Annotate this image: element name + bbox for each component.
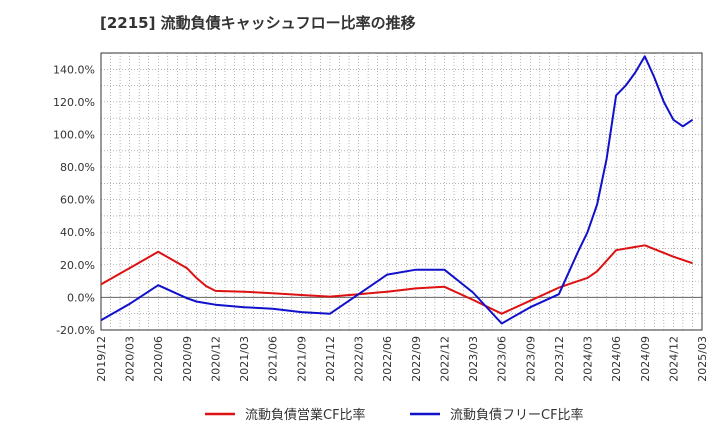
x-tick-label: 2024/12: [667, 336, 680, 382]
x-tick-label: 2022/06: [381, 336, 394, 382]
y-tick-label: 20.0%: [60, 259, 95, 272]
y-tick-label: 80.0%: [60, 161, 95, 174]
x-tick-label: 2024/06: [610, 336, 623, 382]
chart-title: [2215] 流動負債キャッシュフロー比率の推移: [100, 14, 416, 32]
y-tick-label: 140.0%: [53, 63, 95, 76]
series-line-1: [100, 244, 693, 315]
y-tick-label: 40.0%: [60, 226, 95, 239]
x-tick-label: 2021/03: [238, 336, 251, 382]
y-tick-label: 100.0%: [53, 128, 95, 141]
series-layer: [100, 55, 694, 325]
legend: 流動負債営業CF比率 流動負債フリーCF比率: [205, 407, 584, 423]
x-axis: 2019/12 2020/03 2020/06 2020/09 2020/12 2021/…: [95, 336, 709, 382]
series-line-2: [100, 55, 694, 325]
y-tick-label: 0.0%: [67, 291, 95, 304]
legend-label-2: 流動負債フリーCF比率: [450, 407, 584, 423]
x-tick-label: 2020/03: [124, 336, 137, 382]
x-tick-label: 2021/09: [295, 336, 308, 382]
x-tick-label: 2021/12: [324, 336, 337, 382]
y-tick-label: 120.0%: [53, 96, 95, 109]
y-tick-label: 60.0%: [60, 194, 95, 207]
x-tick-label: 2023/06: [496, 336, 509, 382]
x-tick-label: 2022/09: [410, 336, 423, 382]
x-tick-label: 2022/03: [353, 336, 366, 382]
x-tick-label: 2021/06: [267, 336, 280, 382]
grid-layer: [100, 52, 703, 331]
x-tick-label: 2022/12: [438, 336, 451, 382]
x-tick-label: 2023/09: [524, 336, 537, 382]
x-tick-label: 2023/12: [553, 336, 566, 382]
x-tick-label: 2020/06: [152, 336, 165, 382]
x-tick-label: 2020/09: [181, 336, 194, 382]
y-tick-label: -20.0%: [56, 324, 95, 337]
plot-frame: [100, 52, 703, 331]
x-tick-label: 2024/03: [582, 336, 595, 382]
x-tick-label: 2019/12: [95, 336, 108, 382]
x-tick-label: 2025/03: [696, 336, 709, 382]
legend-label-1: 流動負債営業CF比率: [245, 407, 366, 423]
x-tick-label: 2024/09: [639, 336, 652, 382]
x-tick-label: 2023/03: [467, 336, 480, 382]
y-axis: -20.0% 0.0% 20.0% 40.0% 60.0% 80.0% 100.0% 120.…: [53, 63, 95, 337]
x-tick-label: 2020/12: [209, 336, 222, 382]
